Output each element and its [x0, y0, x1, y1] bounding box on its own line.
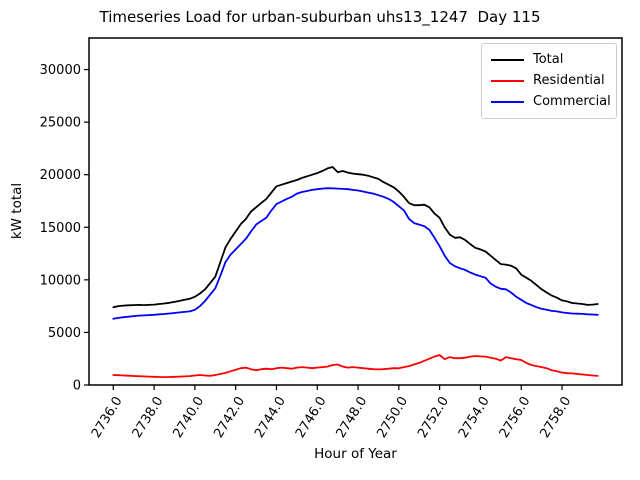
- y-tick-label: 30000: [40, 63, 81, 78]
- x-tick-label: 2752.0: [415, 394, 452, 441]
- x-tick-label: 2746.0: [293, 394, 330, 441]
- legend-item-residential: Residential: [491, 70, 607, 91]
- y-tick-label: 5000: [48, 326, 81, 341]
- x-tick-label: 2740.0: [170, 394, 207, 441]
- legend-item-total: Total: [491, 49, 607, 70]
- legend-label-commercial: Commercial: [533, 94, 611, 109]
- x-tick-label: 2738.0: [130, 394, 167, 441]
- x-axis-label: Hour of Year: [314, 446, 397, 462]
- total-line: [112, 166, 599, 309]
- legend: Total Residential Commercial: [481, 43, 617, 119]
- x-tick-label: 2744.0: [252, 394, 289, 441]
- x-tick-label: 2754.0: [456, 394, 493, 441]
- x-tick-label: 2736.0: [89, 394, 126, 441]
- legend-label-residential: Residential: [533, 73, 605, 88]
- commercial-line-swatch: [491, 100, 524, 103]
- legend-label-total: Total: [533, 52, 564, 67]
- residential-line-swatch: [491, 79, 524, 82]
- y-tick-label: 15000: [40, 221, 81, 236]
- y-tick-label: 25000: [40, 116, 81, 131]
- plot-frame: [88, 37, 623, 386]
- x-tick-label: 2748.0: [334, 394, 371, 441]
- residential-line: [112, 354, 599, 379]
- x-tick-label: 2758.0: [538, 394, 575, 441]
- chart-title: Timeseries Load for urban-suburban uhs13…: [99, 8, 541, 26]
- x-tick-label: 2750.0: [374, 394, 411, 441]
- y-tick-label: 0: [73, 379, 81, 394]
- y-tick-label: 20000: [40, 168, 81, 183]
- y-tick-label: 10000: [40, 273, 81, 288]
- commercial-line: [112, 187, 599, 320]
- x-tick-label: 2742.0: [211, 394, 248, 441]
- total-line-swatch: [491, 58, 524, 61]
- legend-item-commercial: Commercial: [491, 91, 611, 112]
- x-tick-label: 2756.0: [497, 394, 534, 441]
- y-axis-label: kW total: [9, 182, 25, 240]
